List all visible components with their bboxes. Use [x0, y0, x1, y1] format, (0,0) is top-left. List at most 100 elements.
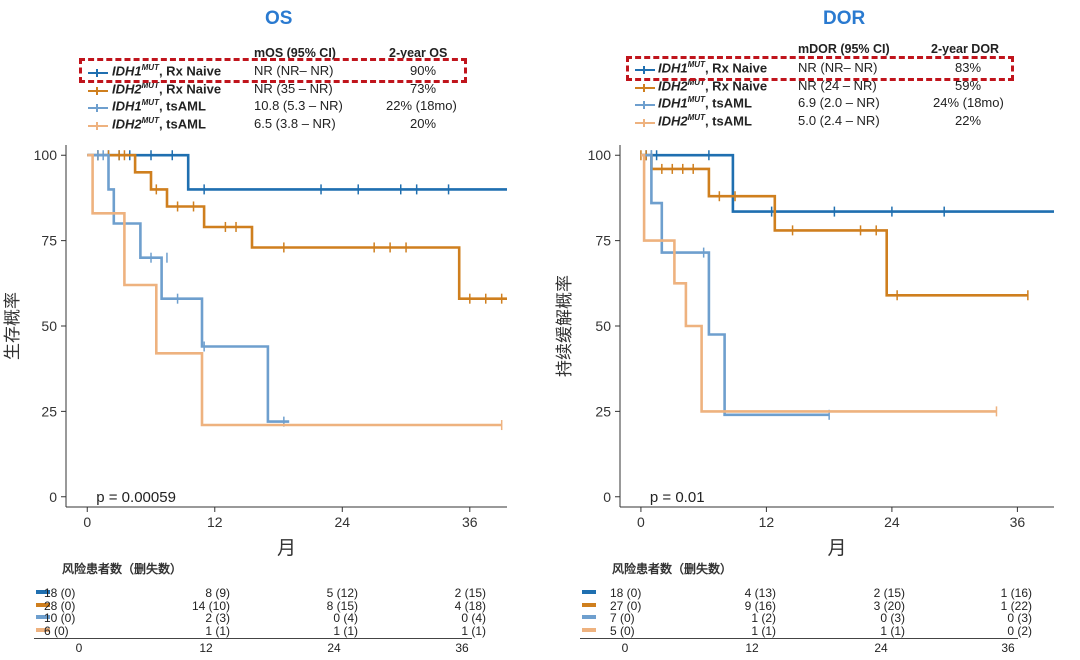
subgroup-3: , tsAML [704, 113, 752, 129]
dor-legend-swatch-1 [635, 84, 655, 92]
gene-sup-0: MUT [687, 60, 705, 69]
os-risk-time-label: 24 [327, 641, 341, 655]
gene-1: IDH2 [658, 78, 688, 94]
os-legend-header-median: mOS (95% CI) [254, 46, 336, 60]
os-risk-cell: 18 (0) [44, 586, 76, 600]
dor-legend-median-0: NR (NR– NR) [798, 60, 878, 75]
gene-sup-2: MUT [141, 98, 159, 107]
os-risk-cell: 2 (15) [454, 586, 486, 600]
gene-3: IDH2 [112, 116, 142, 132]
dor-risk-swatch-0 [582, 590, 596, 594]
dor-legend-label-0: IDH1MUT, Rx Naive [658, 60, 767, 75]
dor-legend-swatch-2 [635, 101, 655, 109]
dor-xtick-label: 0 [637, 514, 645, 530]
dor-risk-cell: 1 (1) [751, 623, 776, 638]
dor-legend-label-1: IDH2MUT, Rx Naive [658, 78, 767, 93]
dor-series-line-0 [640, 153, 1054, 213]
os-legend-2yr-0: 90% [410, 63, 437, 78]
dor-legend-swatch-0 [635, 66, 655, 74]
dor-risk-cell: 7 (0) [610, 611, 635, 625]
subgroup-0: , Rx Naive [158, 63, 222, 79]
dor-legend-2yr-2: 24% (18mo) [933, 95, 1004, 110]
dor-legend-median-2: 6.9 (2.0 – NR) [798, 95, 880, 110]
dor-y-axis-title: 持续缓解概率 [555, 275, 575, 377]
os-legend-2yr-2: 22% (18mo) [386, 98, 457, 113]
dor-panel: DOR mDOR (95% CI) 2-year DOR IDH1MUT, Rx… [540, 0, 1080, 660]
dor-risk-cell: 4 (13) [744, 586, 776, 600]
dor-risk-swatch-1 [582, 602, 596, 607]
os-risk-cell: 28 (0) [44, 598, 76, 613]
os-title: OS [265, 8, 293, 29]
dor-series-line-1 [640, 153, 1028, 297]
dor-risk-time-label: 0 [621, 641, 629, 655]
dor-risk-cell: 0 (3) [1007, 611, 1032, 625]
os-legend-label-2: IDH1MUT, tsAML [112, 98, 206, 113]
dor-xtick-label: 24 [884, 514, 900, 530]
gene-sup-3: MUT [687, 113, 705, 122]
dor-legend-2yr-1: 59% [955, 78, 982, 93]
dor-risk-cell: 0 (2) [1007, 623, 1032, 638]
subgroup-1: , Rx Naive [704, 78, 768, 94]
os-highlight-box [79, 58, 467, 83]
os-series-line-2 [87, 153, 290, 423]
dor-xtick-label: 12 [759, 514, 775, 530]
dor-title: DOR [823, 8, 866, 29]
subgroup-2: , tsAML [158, 98, 206, 114]
dor-risk-cell: 0 (3) [880, 611, 905, 625]
dor-ytick-label: 0 [603, 489, 611, 505]
dor-risk-time-label: 36 [1001, 641, 1015, 655]
dor-risk-swatch-3 [582, 627, 596, 632]
os-series-line-1 [87, 153, 507, 301]
os-legend-2yr-1: 73% [410, 81, 437, 96]
dor-highlight-box [626, 56, 1014, 81]
os-y-axis-title: 生存概率 [3, 292, 23, 360]
os-xtick-label: 12 [207, 514, 223, 530]
os-legend-median-3: 6.5 (3.8 – NR) [254, 116, 336, 131]
dor-legend-header-2yr: 2-year DOR [931, 42, 1000, 56]
gene-sup-1: MUT [141, 81, 159, 90]
dor-legend-median-1: NR (24 – NR) [798, 78, 877, 93]
os-legend-label-1: IDH2MUT, Rx Naive [112, 81, 221, 96]
dor-risk-cell: 18 (0) [610, 586, 642, 600]
os-risk-cell: 5 (12) [326, 586, 358, 600]
gene-sup-0: MUT [141, 63, 159, 72]
dor-risk-time-label: 12 [745, 641, 759, 655]
dor-risk-title: 风险患者数（删失数） [612, 562, 733, 576]
os-risk-axis [34, 638, 472, 639]
dor-legend-median-3: 5.0 (2.4 – NR) [798, 113, 880, 128]
gene-2: IDH1 [658, 95, 688, 111]
os-legend-2yr-3: 20% [410, 116, 437, 131]
dor-series-line-3 [640, 153, 997, 413]
dor-risk-time-label: 24 [874, 641, 888, 655]
os-risk-cell: 0 (4) [461, 611, 486, 625]
os-xtick-label: 0 [83, 514, 91, 530]
gene-0: IDH1 [112, 63, 142, 79]
os-risk-time-label: 36 [455, 641, 469, 655]
dor-risk-cell: 1 (1) [880, 623, 905, 638]
os-series-line-0 [87, 153, 507, 191]
dor-legend-2yr-0: 83% [955, 60, 982, 75]
os-risk-swatch-2 [36, 615, 50, 619]
os-risk-cell: 8 (15) [326, 598, 358, 613]
os-risk-swatch-0 [36, 590, 50, 594]
os-legend-label-3: IDH2MUT, tsAML [112, 116, 206, 131]
dor-ytick-label: 100 [588, 147, 612, 163]
os-legend-median-1: NR (35 – NR) [254, 81, 333, 96]
os-legend-swatch-3 [88, 122, 108, 130]
os-ytick-label: 100 [34, 147, 58, 163]
os-legend-swatch-1 [88, 87, 108, 95]
os-risk-swatch-3 [36, 627, 50, 632]
os-risk-swatch-1 [36, 602, 50, 607]
os-risk-cell: 2 (3) [205, 611, 230, 625]
os-ytick-label: 75 [41, 233, 57, 249]
dor-risk-cell: 1 (16) [1000, 586, 1032, 600]
dor-plot: 0 25 50 75 100 0 12 24 36 月 持续缓解概率 p = 0.01 [555, 145, 1054, 559]
os-ytick-label: 50 [41, 318, 57, 334]
dor-risk-swatch-2 [582, 615, 596, 619]
dor-risk-axis [580, 638, 1018, 639]
dor-risk-cell: 3 (20) [873, 598, 905, 613]
gene-1: IDH2 [112, 81, 142, 97]
subgroup-3: , tsAML [158, 116, 206, 132]
os-risk-cell: 0 (4) [333, 611, 358, 625]
os-x-axis-title: 月 [277, 537, 296, 559]
